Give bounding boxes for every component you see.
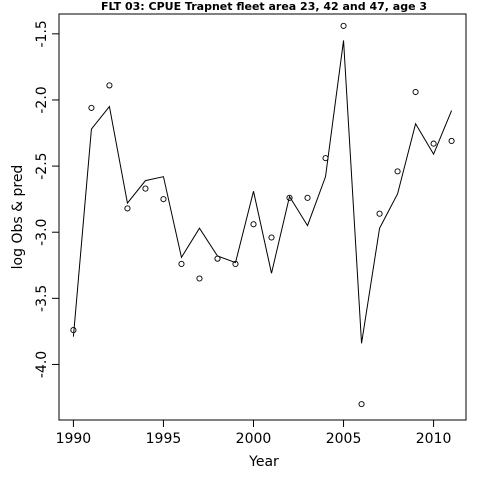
observed-point (358, 401, 365, 408)
observed-point (304, 194, 311, 201)
x-tick-label: 1990 (56, 431, 92, 447)
observed-point (88, 104, 95, 111)
observed-point (178, 260, 185, 268)
predicted-series-line-group (72, 40, 453, 344)
x-tick-label: 2000 (236, 431, 272, 447)
observed-point (430, 140, 437, 147)
observed-point (160, 196, 167, 203)
x-tick-label: 2010 (416, 431, 452, 447)
observed-point (124, 205, 131, 212)
y-tick-label: -3.5 (34, 285, 50, 312)
observed-point (322, 155, 329, 162)
y-axis: -4.0 -3.5 -3.0 -2.5 -2.0 -1.5 (34, 20, 59, 378)
observed-point (268, 234, 275, 241)
x-axis: 1990 1995 2000 2005 2010 (56, 420, 452, 447)
observed-point (214, 255, 221, 262)
observed-point (376, 210, 383, 217)
chart-title: FLT 03: CPUE Trapnet fleet area 23, 42 a… (101, 0, 427, 13)
y-tick-label: -2.5 (34, 152, 50, 179)
predicted-line (72, 40, 453, 344)
y-tick-label: -4.0 (34, 351, 50, 378)
observed-point (394, 168, 401, 175)
y-tick-label: -1.5 (34, 20, 50, 47)
observed-point (142, 185, 149, 192)
y-tick-label: -3.0 (34, 219, 50, 246)
observed-point (106, 82, 113, 89)
y-tick-label: -2.0 (34, 86, 50, 113)
observed-point (196, 275, 203, 282)
observed-point (286, 194, 293, 201)
observed-point (340, 22, 347, 29)
x-tick-label: 1995 (146, 431, 182, 447)
observed-point (232, 260, 239, 268)
y-axis-title: log Obs & pred (10, 165, 26, 270)
observed-series-points-group (70, 22, 455, 408)
x-tick-label: 2005 (326, 431, 362, 447)
observed-point (412, 88, 419, 96)
observed-point (70, 327, 77, 334)
observed-point (448, 137, 455, 145)
observed-point (250, 221, 257, 228)
plot-frame (58, 13, 467, 421)
x-axis-title: Year (248, 454, 279, 470)
